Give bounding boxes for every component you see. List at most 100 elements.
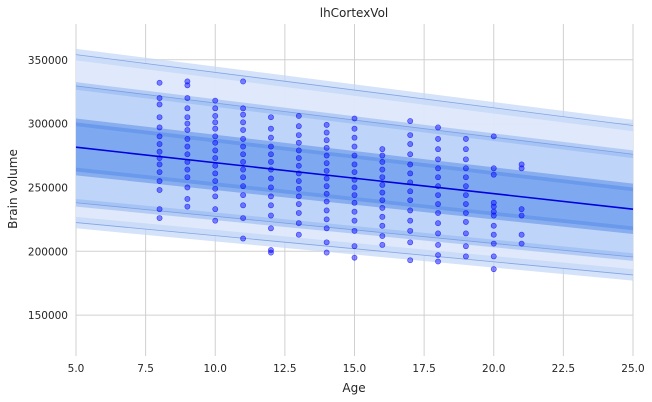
data-point-age16-6 [379, 189, 386, 196]
data-point-age16-3 [379, 166, 386, 173]
data-point-age13-2 [295, 132, 302, 138]
data-point-age11-13 [240, 202, 246, 209]
data-point-age21-3 [518, 212, 525, 219]
data-point-age20-7 [490, 222, 497, 229]
data-point-age9-13 [184, 184, 191, 191]
data-point-age13-1 [295, 123, 302, 130]
data-point-age14-13 [323, 225, 330, 232]
data-point-age20-11 [490, 266, 497, 273]
data-point-age14-8 [323, 183, 330, 190]
data-point-age16-12 [379, 242, 386, 248]
x-tick-label-1: 7.5 [137, 363, 154, 375]
data-point-age10-14 [212, 206, 219, 213]
data-point-age10-11 [212, 178, 219, 184]
data-point-age11-9 [240, 166, 246, 173]
y-axis-label: Brain volume [6, 149, 20, 229]
data-point-age9-3 [184, 105, 191, 112]
data-point-age17-2 [407, 141, 414, 147]
data-point-age10-12 [212, 185, 219, 192]
data-point-age10-4 [212, 125, 219, 132]
data-point-age20-2 [490, 171, 497, 178]
data-point-age17-5 [407, 170, 414, 177]
data-point-age13-13 [295, 220, 302, 227]
data-point-age9-8 [184, 143, 191, 150]
data-point-age14-6 [323, 167, 330, 174]
data-point-age15-15 [351, 254, 358, 261]
data-point-age20-10 [490, 253, 497, 260]
data-point-age19-1 [462, 146, 469, 153]
data-point-age11-11 [240, 183, 246, 190]
data-point-age8-11 [156, 178, 163, 184]
data-point-age11-12 [240, 192, 246, 199]
p99-line-upper [75, 54, 634, 126]
data-point-age12-9 [268, 193, 274, 200]
data-point-age15-11 [351, 208, 358, 215]
data-point-age17-3 [407, 151, 414, 158]
data-point-age14-1 [323, 129, 330, 136]
data-point-age14-2 [323, 137, 330, 144]
data-point-age14-15 [323, 249, 330, 256]
data-point-age16-4 [379, 174, 386, 181]
data-point-age14-0 [323, 121, 330, 128]
data-point-age10-5 [212, 133, 219, 140]
data-point-age11-3 [240, 119, 246, 126]
data-point-age14-3 [323, 144, 330, 151]
data-point-age16-2 [379, 159, 386, 165]
data-point-age17-1 [407, 132, 414, 138]
data-point-age19-5 [462, 183, 469, 190]
x-tick-label-4: 15.0 [343, 363, 366, 375]
y-tick-label-3: 300000 [28, 119, 68, 131]
data-point-age19-0 [462, 136, 469, 142]
data-point-age9-5 [184, 120, 191, 127]
centile-bands [75, 48, 634, 281]
data-point-age12-2 [268, 134, 274, 141]
data-point-age18-4 [435, 165, 441, 172]
p95-line-upper [75, 85, 634, 155]
data-point-age17-10 [407, 217, 414, 224]
x-axis-label: Age [342, 381, 365, 395]
data-point-age8-6 [156, 141, 163, 147]
data-point-age10-6 [212, 139, 219, 146]
data-point-age8-5 [156, 133, 163, 140]
data-point-age15-0 [351, 115, 358, 122]
data-point-age10-9 [212, 162, 219, 169]
data-point-age19-7 [462, 201, 469, 207]
data-point-age11-1 [240, 105, 246, 112]
y-tick-label-2: 250000 [28, 182, 68, 194]
data-point-age18-3 [435, 156, 441, 163]
data-point-age12-14 [268, 249, 274, 256]
data-point-age11-6 [240, 143, 246, 150]
data-point-age20-0 [490, 133, 497, 140]
data-point-age16-7 [379, 197, 386, 204]
data-point-age20-1 [490, 165, 497, 172]
data-point-age17-13 [407, 257, 414, 264]
data-point-age18-14 [435, 258, 441, 265]
data-point-age11-10 [240, 174, 246, 181]
data-point-age16-0 [379, 146, 386, 153]
data-point-age11-4 [240, 127, 246, 133]
data-point-age8-0 [156, 79, 163, 86]
data-point-age15-10 [351, 199, 358, 206]
data-point-age21-5 [518, 240, 525, 247]
data-point-age12-3 [268, 143, 274, 150]
data-point-age13-5 [295, 155, 302, 161]
ci-strip-p75-upper [76, 118, 633, 192]
data-point-age15-2 [351, 134, 358, 141]
data-point-age8-12 [156, 187, 163, 193]
data-point-age10-8 [212, 155, 219, 161]
data-point-age10-3 [212, 119, 219, 126]
data-point-age9-14 [184, 196, 191, 202]
data-point-age18-10 [435, 220, 441, 227]
data-point-age15-12 [351, 217, 358, 224]
data-point-age17-11 [407, 227, 414, 234]
data-point-age15-14 [351, 243, 358, 250]
data-point-age13-0 [295, 113, 302, 119]
data-point-age17-0 [407, 118, 414, 124]
data-point-age18-5 [435, 174, 441, 181]
data-point-age14-14 [323, 239, 330, 246]
data-point-age18-0 [435, 124, 441, 131]
y-tick-label-0: 150000 [28, 310, 68, 322]
data-point-age12-5 [268, 159, 274, 165]
data-point-age13-3 [295, 139, 302, 146]
